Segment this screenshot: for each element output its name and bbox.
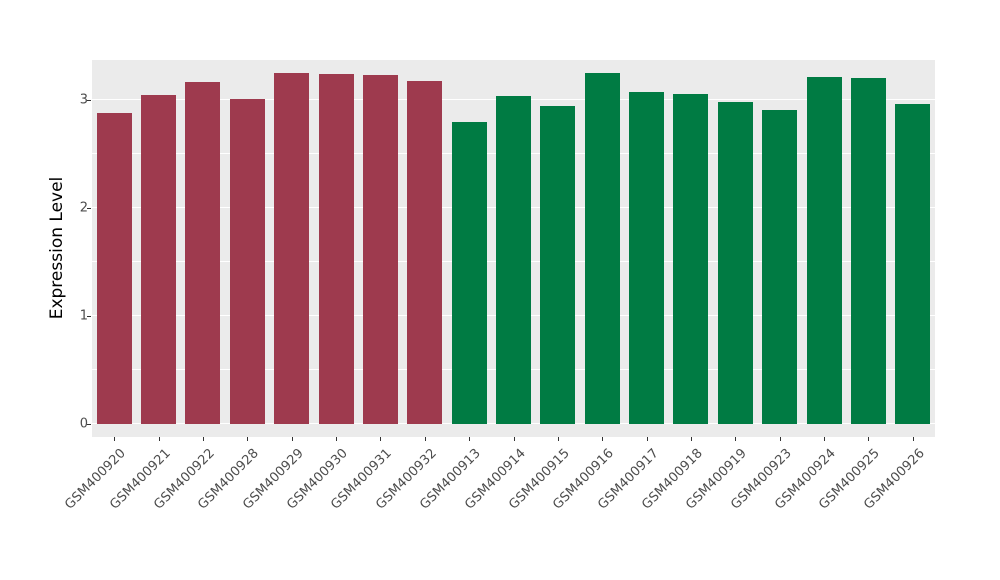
x-tick-mark (336, 437, 337, 441)
bar-GSM400917 (629, 92, 664, 424)
y-tick-label: 0 (79, 416, 88, 432)
x-tick-mark (514, 437, 515, 441)
bar-GSM400913 (452, 122, 487, 424)
bar-GSM400926 (895, 104, 930, 424)
bar-GSM400921 (141, 95, 176, 424)
bar-GSM400925 (851, 78, 886, 424)
x-tick-mark (425, 437, 426, 441)
x-tick-mark (247, 437, 248, 441)
x-tick-mark (292, 437, 293, 441)
bar-GSM400919 (718, 102, 753, 424)
x-tick-mark (913, 437, 914, 441)
bar-GSM400915 (540, 106, 575, 424)
x-tick-mark (469, 437, 470, 441)
y-tick-label: 1 (79, 308, 88, 324)
bar-GSM400923 (762, 110, 797, 424)
bar-GSM400932 (407, 81, 442, 424)
x-tick-mark (868, 437, 869, 441)
y-tick-label: 2 (79, 200, 88, 216)
bar-GSM400918 (673, 94, 708, 424)
bar-GSM400929 (274, 73, 309, 424)
bar-GSM400924 (807, 77, 842, 424)
x-tick-mark (380, 437, 381, 441)
x-tick-mark (558, 437, 559, 441)
x-tick-mark (159, 437, 160, 441)
x-tick-mark (203, 437, 204, 441)
y-tick-mark (87, 99, 91, 101)
x-tick-mark (824, 437, 825, 441)
y-tick-mark (87, 315, 91, 317)
y-tick-mark (87, 423, 91, 425)
bar-GSM400920 (97, 113, 132, 424)
x-tick-mark (691, 437, 692, 441)
y-tick-label: 3 (79, 92, 88, 108)
bar-GSM400914 (496, 96, 531, 424)
bar-GSM400928 (230, 99, 265, 424)
x-tick-mark (735, 437, 736, 441)
bar-GSM400930 (319, 74, 354, 424)
y-tick-mark (87, 207, 91, 209)
plot-panel (92, 60, 935, 437)
x-tick-mark (647, 437, 648, 441)
x-tick-mark (602, 437, 603, 441)
x-tick-mark (780, 437, 781, 441)
bar-GSM400931 (363, 75, 398, 424)
y-axis-title: Expression Level (47, 176, 67, 320)
x-tick-mark (114, 437, 115, 441)
bar-GSM400922 (185, 82, 220, 424)
bar-GSM400916 (585, 73, 620, 424)
